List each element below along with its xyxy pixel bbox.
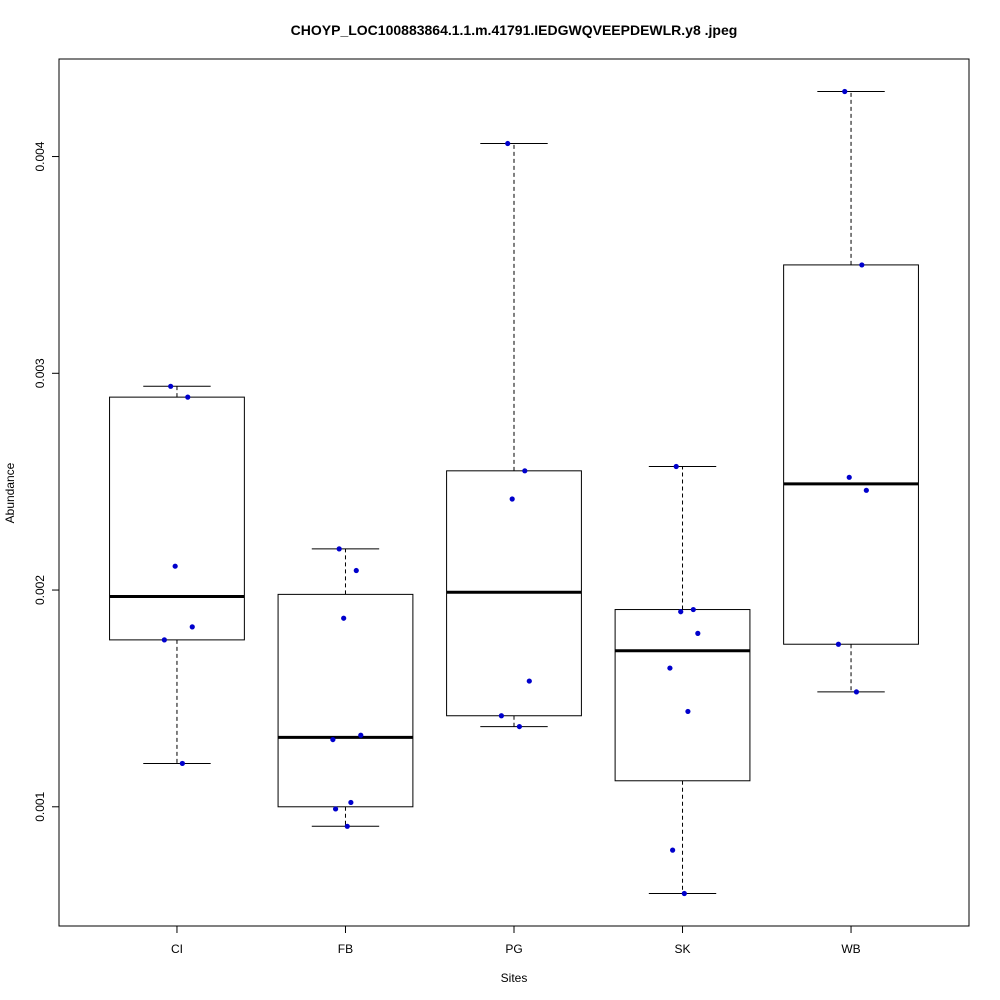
x-tick-label: CI — [171, 942, 183, 956]
data-point — [846, 474, 852, 480]
box-sk — [614, 465, 751, 894]
data-point — [341, 615, 347, 621]
data-point — [358, 732, 364, 738]
y-tick-label: 0.003 — [33, 358, 47, 388]
data-point — [859, 262, 865, 268]
box-wb — [783, 91, 919, 693]
data-points — [161, 88, 869, 897]
data-point — [161, 637, 167, 643]
data-point — [670, 847, 676, 853]
iqr-box — [277, 593, 414, 808]
y-tick-label: 0.002 — [33, 575, 47, 605]
data-point — [185, 394, 191, 400]
x-tick-label: SK — [675, 942, 691, 956]
data-point — [516, 723, 523, 730]
data-point — [842, 88, 848, 95]
boxes — [109, 91, 919, 894]
x-tick-label: FB — [338, 942, 353, 956]
box-pg — [446, 143, 582, 728]
y-tick-label: 0.004 — [33, 141, 47, 171]
data-point — [522, 468, 528, 474]
box-ci — [109, 385, 245, 764]
data-point — [179, 760, 185, 767]
y-tick-label: 0.001 — [33, 791, 47, 821]
data-point — [344, 823, 350, 829]
data-point — [348, 799, 354, 806]
data-point — [505, 140, 511, 147]
y-axis: 0.001 0.002 0.003 0.004 — [33, 141, 59, 822]
data-point — [690, 606, 696, 613]
x-tick-label: WB — [841, 942, 860, 956]
y-axis-label: Abundance — [3, 462, 17, 523]
iqr-box — [614, 609, 751, 782]
iqr-box — [109, 396, 245, 641]
data-point — [673, 463, 679, 470]
data-point — [498, 713, 504, 719]
data-point — [695, 630, 701, 636]
x-axis-label: Sites — [501, 971, 528, 985]
x-tick-label: PG — [505, 942, 522, 956]
data-point — [526, 678, 532, 684]
data-point — [168, 383, 174, 389]
iqr-box — [783, 264, 919, 645]
data-point — [353, 567, 359, 574]
box-fb — [277, 548, 414, 827]
data-point — [332, 806, 339, 812]
data-point — [681, 890, 687, 897]
data-point — [189, 624, 195, 630]
data-point — [678, 609, 684, 615]
x-axis: CI FB PG SK WB — [171, 926, 861, 956]
data-point — [863, 487, 869, 493]
data-point — [667, 665, 673, 671]
data-point — [330, 736, 336, 743]
data-point — [172, 563, 178, 569]
data-point — [509, 496, 515, 502]
chart-title: CHOYP_LOC100883864.1.1.m.41791.IEDGWQVEE… — [291, 22, 738, 38]
data-point — [835, 641, 842, 647]
data-point — [685, 708, 691, 715]
data-point — [336, 546, 342, 552]
data-point — [853, 689, 860, 695]
